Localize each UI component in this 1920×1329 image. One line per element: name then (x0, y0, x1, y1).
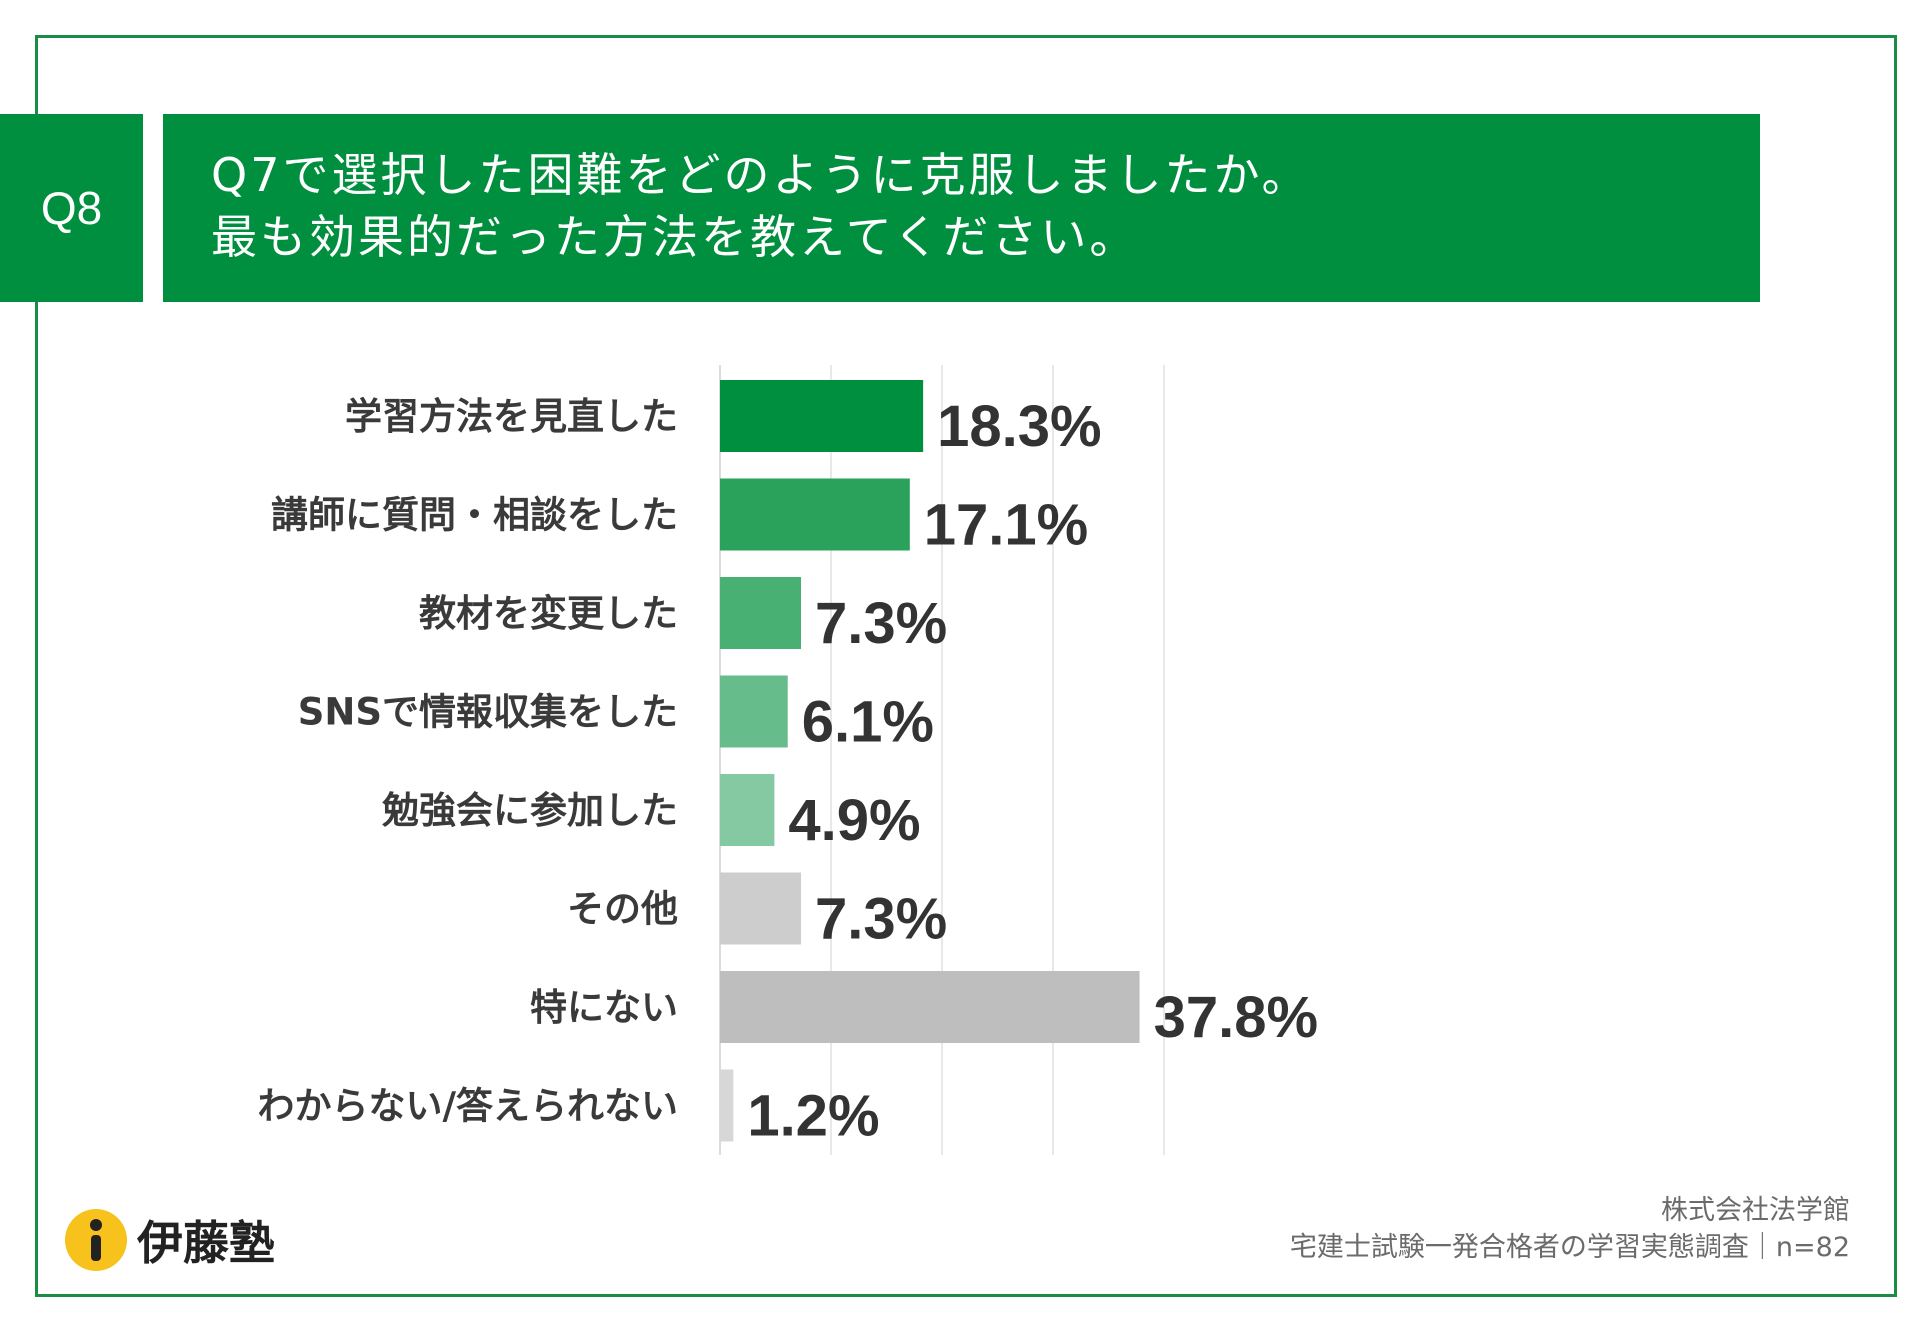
logo-text: 伊藤塾 (137, 1207, 275, 1273)
question-line-2: 最も効果的だった方法を教えてください。 (211, 206, 1760, 268)
info-i-icon (65, 1209, 127, 1271)
value-label: 7.3% (815, 887, 947, 952)
category-label: その他 (567, 888, 678, 931)
value-label: 17.1% (924, 493, 1088, 558)
question-number-badge: Q8 (0, 114, 143, 302)
bar-3 (720, 577, 801, 649)
credit-survey: 宅建士試験一発合格者の学習実態調査｜n=82 (1290, 1229, 1850, 1266)
value-label: 4.9% (788, 788, 920, 853)
question-box: Q7で選択した困難をどのように克服しましたか。 最も効果的だった方法を教えてくだ… (163, 114, 1760, 302)
bar-2 (720, 479, 910, 551)
question-line-1: Q7で選択した困難をどのように克服しましたか。 (211, 144, 1760, 206)
category-label: 講師に質問・相談をした (271, 494, 678, 537)
category-label: わからない/答えられない (257, 1085, 678, 1128)
bar-8 (720, 1070, 733, 1142)
category-label: SNSで情報収集をした (298, 691, 678, 734)
credit-company: 株式会社法学館 (1290, 1192, 1850, 1229)
bar-1 (720, 380, 923, 452)
itojuku-logo: 伊藤塾 (65, 1207, 275, 1273)
value-label: 37.8% (1154, 985, 1318, 1050)
value-label: 7.3% (815, 591, 947, 656)
bar-7 (720, 971, 1140, 1043)
bar-4 (720, 676, 788, 748)
value-label: 1.2% (747, 1084, 879, 1149)
question-number: Q8 (41, 181, 102, 235)
bar-6 (720, 873, 801, 945)
survey-credit: 株式会社法学館 宅建士試験一発合格者の学習実態調査｜n=82 (1290, 1192, 1850, 1266)
category-label: 学習方法を見直した (345, 395, 678, 438)
category-label: 特にない (530, 986, 678, 1029)
category-label: 勉強会に参加した (382, 789, 678, 832)
category-label: 教材を変更した (419, 592, 678, 635)
bar-5 (720, 774, 774, 846)
value-label: 6.1% (802, 690, 934, 755)
value-label: 18.3% (937, 394, 1101, 459)
